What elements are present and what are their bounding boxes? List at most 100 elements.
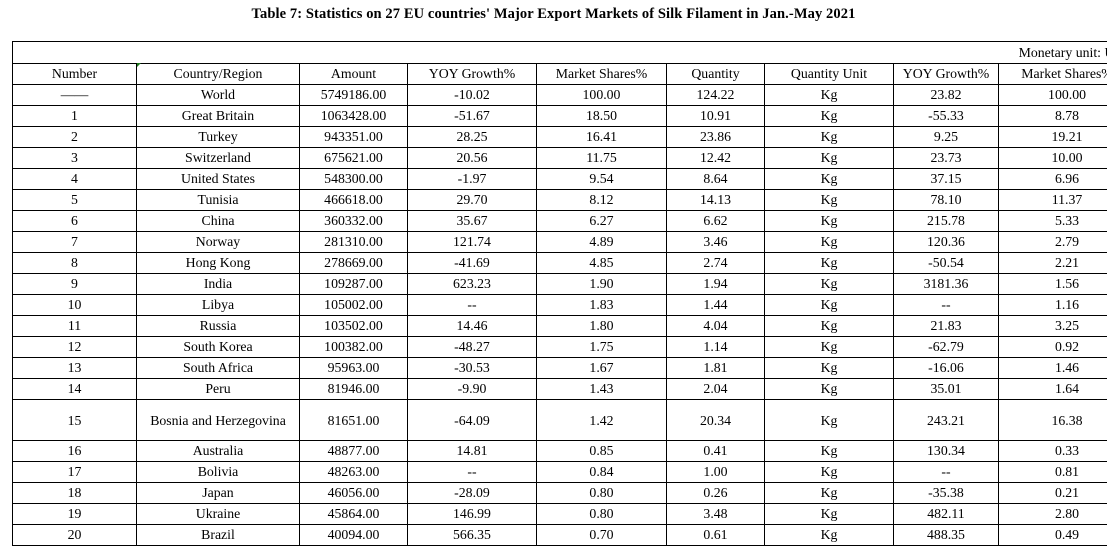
cell-quantity: 14.13 (666, 189, 765, 211)
cell-country-region: Russia (136, 315, 300, 337)
cell-amount: 103502.00 (299, 315, 408, 337)
cell-quantity: 1.94 (666, 273, 765, 295)
cell-country-region: Peru (136, 378, 300, 400)
cell-quantity-unit: Kg (764, 189, 894, 211)
cell-country-region: Turkey (136, 126, 300, 148)
cell-amount: 45864.00 (299, 503, 408, 525)
cell-yoy-growth-quantity: 488.35 (893, 524, 999, 546)
cell-market-shares-amount: 8.12 (536, 189, 667, 211)
cell-country-region: South Korea (136, 336, 300, 358)
cell-yoy-growth-amount: -9.90 (407, 378, 537, 400)
table-row: 19 Ukraine 45864.00 146.99 0.80 3.48 Kg 482.11 2… (12, 503, 1107, 525)
cell-yoy-growth-amount: -41.69 (407, 252, 537, 274)
cell-market-shares-quantity: 0.21 (997, 482, 1107, 504)
table-row: 2 Turkey 943351.00 28.25 16.41 23.86 Kg 9.25 19.… (12, 126, 1107, 148)
cell-quantity-unit: Kg (764, 252, 894, 274)
table-row: 12 South Korea 100382.00 -48.27 1.75 1.14 Kg -6… (12, 336, 1107, 358)
cell-yoy-growth-quantity: 23.73 (893, 147, 999, 169)
cell-number: 6 (12, 210, 137, 232)
cell-quantity: 0.26 (666, 482, 765, 504)
cell-yoy-growth-amount: 14.46 (407, 315, 537, 337)
cell-yoy-growth-quantity: 243.21 (893, 399, 999, 441)
export-markets-table: Monetary unit: USD Number Country/Region… (11, 41, 1107, 546)
cell-number: 3 (12, 147, 137, 169)
cell-country-region: Brazil (136, 524, 300, 546)
cell-market-shares-amount: 0.70 (536, 524, 667, 546)
cell-market-shares-amount: 0.80 (536, 503, 667, 525)
cell-yoy-growth-amount: -51.67 (407, 105, 537, 127)
cell-quantity-unit: Kg (764, 126, 894, 148)
cell-yoy-growth-amount: -30.53 (407, 357, 537, 379)
cell-quantity-unit: Kg (764, 294, 894, 316)
cell-number: 11 (12, 315, 137, 337)
cell-amount: 46056.00 (299, 482, 408, 504)
cell-market-shares-amount: 1.80 (536, 315, 667, 337)
cell-yoy-growth-quantity: 120.36 (893, 231, 999, 253)
cell-country-region: Libya (136, 294, 300, 316)
cell-number: 19 (12, 503, 137, 525)
cell-number: —— (12, 84, 137, 106)
table-body: Monetary unit: USD Number Country/Region… (11, 41, 1107, 546)
cell-number: 1 (12, 105, 137, 127)
cell-amount: 81946.00 (299, 378, 408, 400)
cell-quantity-unit: Kg (764, 399, 894, 441)
cell-amount: 48263.00 (299, 461, 408, 483)
header-amount: Amount (299, 63, 408, 85)
cell-market-shares-quantity: 1.56 (997, 273, 1107, 295)
cell-country-region: Australia (136, 440, 300, 462)
cell-quantity: 1.14 (666, 336, 765, 358)
cell-yoy-growth-amount: 566.35 (407, 524, 537, 546)
cell-yoy-growth-amount: 29.70 (407, 189, 537, 211)
cell-market-shares-amount: 1.90 (536, 273, 667, 295)
header-row: Number Country/Region Amount YOY Growth%… (12, 63, 1107, 85)
cell-quantity: 1.81 (666, 357, 765, 379)
cell-quantity: 23.86 (666, 126, 765, 148)
cell-country-region: Switzerland (136, 147, 300, 169)
cell-yoy-growth-quantity: -55.33 (893, 105, 999, 127)
cell-amount: 81651.00 (299, 399, 408, 441)
cell-quantity-unit: Kg (764, 231, 894, 253)
cell-market-shares-quantity: 2.80 (997, 503, 1107, 525)
cell-yoy-growth-amount: 28.25 (407, 126, 537, 148)
cell-yoy-growth-amount: 121.74 (407, 231, 537, 253)
header-yoy-growth-amount: YOY Growth% (407, 63, 537, 85)
cell-quantity-unit: Kg (764, 357, 894, 379)
cell-country-region: Bosnia and Herzegovina (136, 399, 300, 441)
cell-country-region: China (136, 210, 300, 232)
cell-country-region: United States (136, 168, 300, 190)
cell-market-shares-quantity: 6.96 (997, 168, 1107, 190)
table-row: 16 Australia 48877.00 14.81 0.85 0.41 Kg 130.34… (12, 440, 1107, 462)
cell-yoy-growth-amount: 20.56 (407, 147, 537, 169)
cell-number: 17 (12, 461, 137, 483)
cell-amount: 95963.00 (299, 357, 408, 379)
cell-yoy-growth-quantity: -- (893, 294, 999, 316)
cell-quantity: 1.44 (666, 294, 765, 316)
cell-yoy-growth-amount: -10.02 (407, 84, 537, 106)
table-row: 8 Hong Kong 278669.00 -41.69 4.85 2.74 Kg -50.5… (12, 252, 1107, 274)
cell-market-shares-amount: 1.43 (536, 378, 667, 400)
table-row: 4 United States 548300.00 -1.97 9.54 8.64 Kg 37… (12, 168, 1107, 190)
cell-quantity: 0.61 (666, 524, 765, 546)
cell-yoy-growth-amount: -- (407, 294, 537, 316)
cell-yoy-growth-quantity: 3181.36 (893, 273, 999, 295)
cell-quantity-unit: Kg (764, 503, 894, 525)
cell-number: 2 (12, 126, 137, 148)
cell-country-region: Great Britain (136, 105, 300, 127)
cell-amount: 1063428.00 (299, 105, 408, 127)
cell-amount: 48877.00 (299, 440, 408, 462)
cell-quantity-unit: Kg (764, 147, 894, 169)
cell-quantity-unit: Kg (764, 482, 894, 504)
cell-yoy-growth-quantity: -35.38 (893, 482, 999, 504)
cell-market-shares-amount: 4.89 (536, 231, 667, 253)
cell-quantity-unit: Kg (764, 168, 894, 190)
table-row: 10 Libya 105002.00 -- 1.83 1.44 Kg -- 1.16 (12, 294, 1107, 316)
cell-market-shares-amount: 0.84 (536, 461, 667, 483)
cell-market-shares-amount: 4.85 (536, 252, 667, 274)
cell-quantity-unit: Kg (764, 273, 894, 295)
cell-number: 15 (12, 399, 137, 441)
table-row: 15 Bosnia and Herzegovina 81651.00 -64.09 1.… (12, 399, 1107, 441)
cell-quantity: 2.04 (666, 378, 765, 400)
table-row: 6 China 360332.00 35.67 6.27 6.62 Kg 215.78 5.33 (12, 210, 1107, 232)
cell-quantity: 10.91 (666, 105, 765, 127)
cell-yoy-growth-amount: -1.97 (407, 168, 537, 190)
